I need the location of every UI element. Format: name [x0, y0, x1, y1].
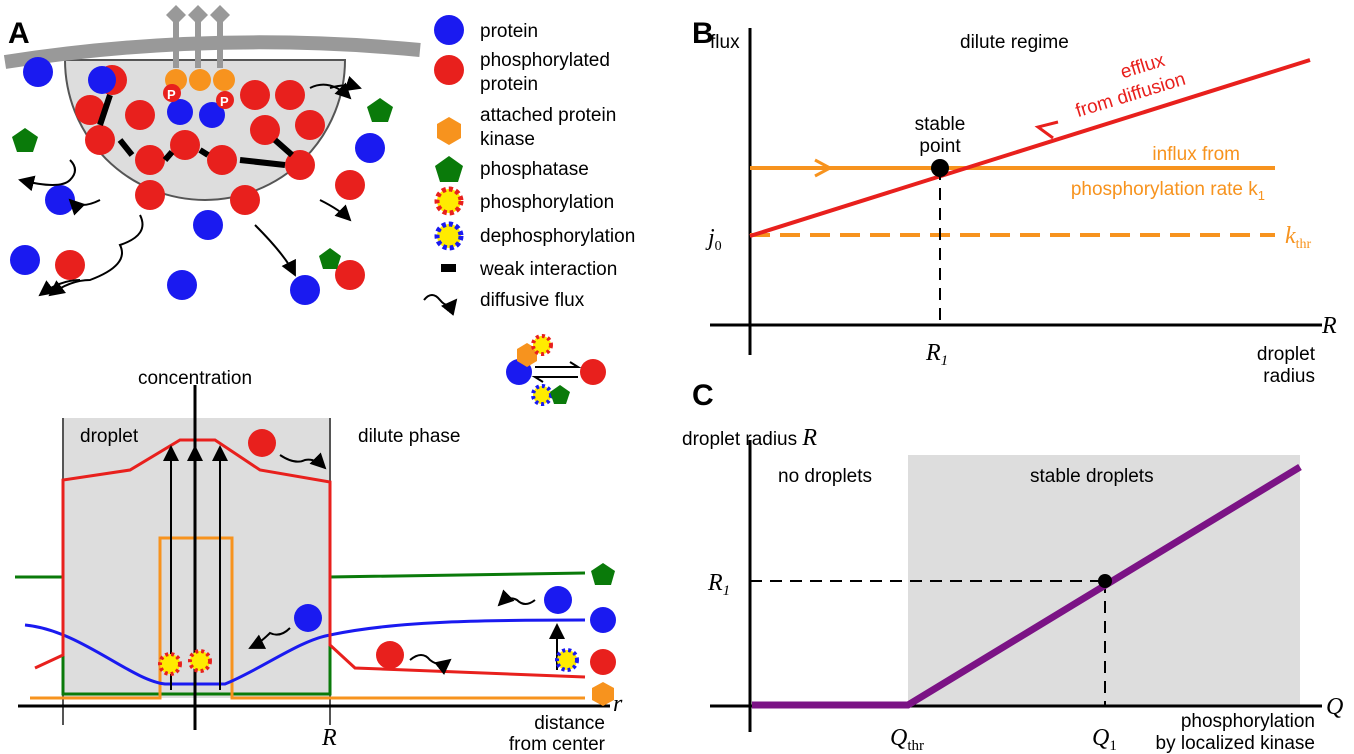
legend: protein phosphorylated protein attached … [424, 15, 635, 311]
legend-text: dephosphorylation [480, 226, 635, 247]
tick-label: j0 [705, 225, 722, 254]
panel-c: C droplet radius R no droplets stable dr… [682, 379, 1343, 754]
annotation: stable [915, 114, 966, 135]
tick-label: Qthr [890, 725, 924, 754]
axis-label: droplet radius R [682, 425, 817, 451]
legend-text: phosphorylated [480, 50, 610, 71]
legend-text: phosphatase [480, 159, 589, 180]
tick-label: Q1 [1092, 725, 1117, 754]
axis-label: droplet [1257, 344, 1316, 365]
axis-label: from center [509, 734, 606, 754]
axis-label: concentration [138, 368, 252, 389]
panel-a-top [5, 5, 420, 305]
axis-label: by localized kinase [1156, 733, 1315, 754]
legend-text: protein [480, 74, 538, 95]
reaction-icon [506, 336, 606, 404]
legend-text: kinase [480, 129, 535, 150]
p-symbol: P [167, 87, 176, 102]
legend-text: protein [480, 21, 538, 42]
legend-text: phosphorylation [480, 192, 614, 213]
axis-symbol: Q [1326, 694, 1343, 720]
panel-label: A [8, 17, 30, 50]
region-label: droplet [80, 426, 139, 447]
p-symbol: P [220, 94, 229, 109]
axis-label: radius [1263, 366, 1315, 387]
axis-symbol: r [613, 691, 623, 717]
axis-symbol: R [1321, 313, 1337, 339]
annotation: influx from [1152, 144, 1240, 165]
axis-label: phosphorylation [1181, 711, 1315, 732]
panel-b: B flux dilute regime efflux from diffusi… [692, 17, 1337, 387]
figure: protein phosphorylated protein attached … [0, 0, 1354, 754]
profile-plot: concentration droplet dilute phase r dis… [15, 368, 623, 754]
legend-text: diffusive flux [480, 290, 585, 311]
legend-text: attached protein [480, 105, 616, 126]
panel-label: C [692, 379, 714, 412]
tick-label: R1 [925, 340, 948, 369]
legend-text: weak interaction [479, 259, 617, 280]
title: dilute regime [960, 32, 1069, 53]
annotation: point [919, 136, 961, 157]
annotation: phosphorylation rate k1 [1071, 179, 1265, 203]
region-label: stable droplets [1030, 466, 1154, 487]
tick-label: R [321, 725, 337, 751]
region-label: no droplets [778, 466, 872, 487]
axis-label: flux [710, 32, 740, 53]
region-label: dilute phase [358, 426, 460, 447]
tick-label: R1 [707, 570, 730, 599]
axis-label: distance [534, 713, 605, 734]
annotation: kthr [1285, 223, 1312, 252]
